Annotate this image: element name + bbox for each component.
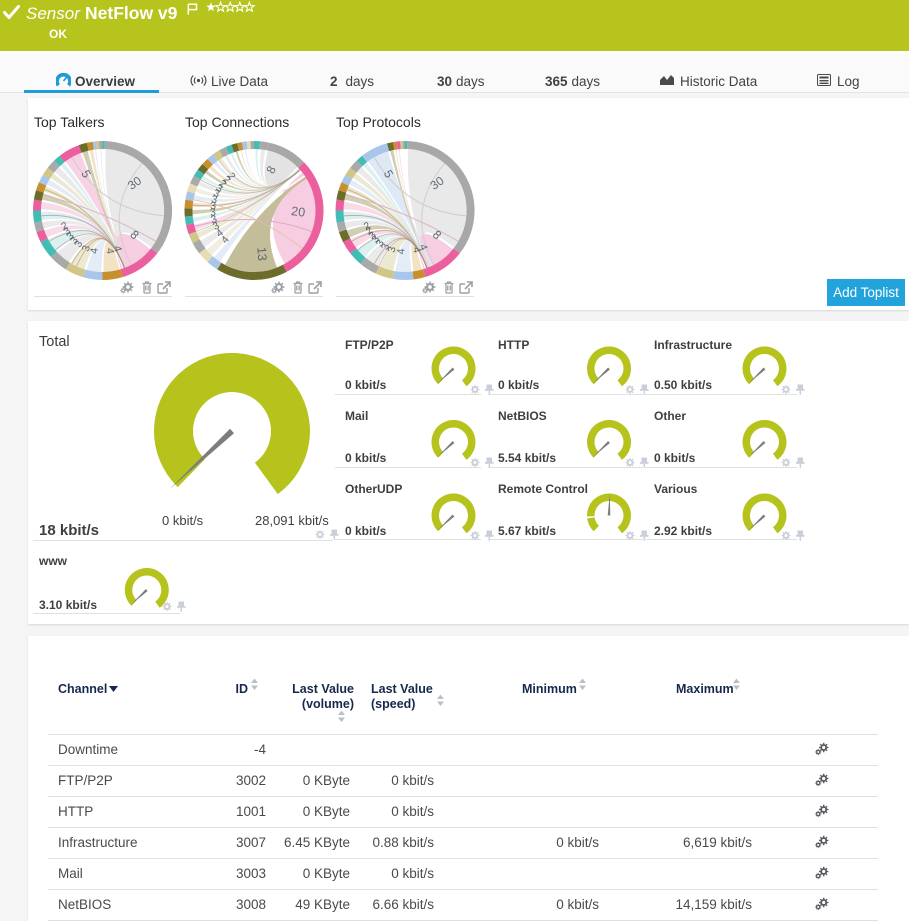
svg-text:3: 3 — [210, 193, 218, 206]
svg-text:20: 20 — [290, 204, 306, 220]
svg-text:3: 3 — [61, 225, 73, 238]
svg-text:3: 3 — [72, 238, 85, 249]
svg-text:4: 4 — [88, 247, 101, 254]
svg-text:3: 3 — [80, 243, 93, 253]
svg-text:13: 13 — [254, 246, 269, 261]
svg-text:3: 3 — [209, 213, 218, 226]
svg-text:3: 3 — [212, 187, 222, 200]
svg-text:3: 3 — [210, 200, 216, 212]
svg-text:4: 4 — [104, 247, 117, 254]
svg-text:4: 4 — [395, 248, 407, 254]
svg-text:4: 4 — [417, 242, 430, 252]
svg-text:3: 3 — [211, 220, 222, 233]
svg-text:4: 4 — [410, 246, 423, 254]
svg-text:2: 2 — [59, 220, 70, 233]
svg-text:3: 3 — [386, 245, 399, 254]
svg-text:2: 2 — [364, 224, 376, 237]
svg-text:3: 3 — [209, 206, 216, 219]
svg-text:3: 3 — [214, 182, 225, 195]
svg-text:3: 3 — [374, 237, 387, 249]
svg-text:2: 2 — [217, 177, 229, 190]
svg-text:4: 4 — [111, 244, 124, 253]
svg-text:3: 3 — [379, 242, 392, 252]
svg-text:2: 2 — [362, 220, 373, 233]
